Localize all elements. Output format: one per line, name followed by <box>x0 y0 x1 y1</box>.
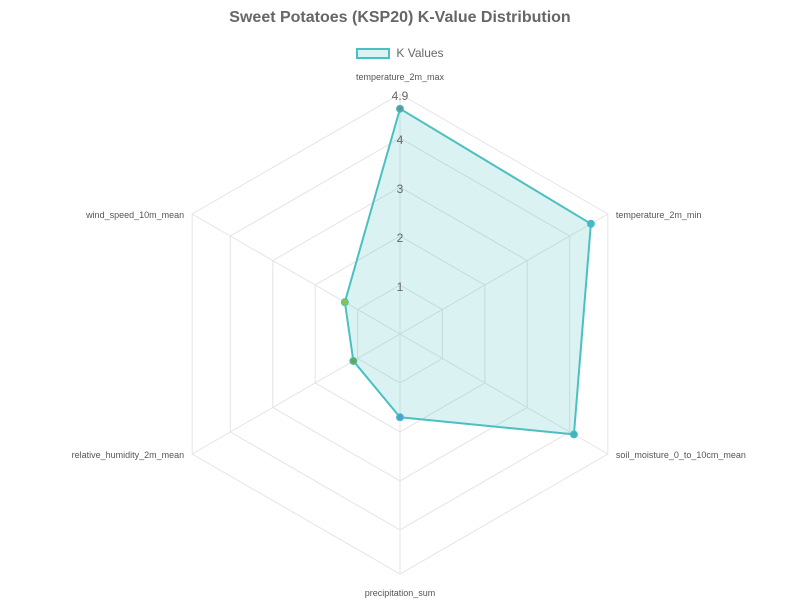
grid-spoke-6 <box>191 213 401 335</box>
tick-label: 4.9 <box>392 89 409 103</box>
axis-label-soil-moisture-0-to-10cm-mean: soil_moisture_0_to_10cm_mean <box>616 450 746 460</box>
grid-spoke-2 <box>399 213 609 335</box>
data-point-5 <box>349 356 358 365</box>
chart-title: Sweet Potatoes (KSP20) K-Value Distribut… <box>229 9 571 26</box>
axis-label-temperature-2m-min: temperature_2m_min <box>616 210 702 220</box>
data-point-1 <box>396 104 404 113</box>
data-point-2 <box>586 219 595 228</box>
axis-label-precipitation-sum: precipitation_sum <box>365 588 436 598</box>
axis-label-wind-speed-10m-mean: wind_speed_10m_mean <box>85 210 184 220</box>
data-point-4 <box>396 413 404 422</box>
tick-label: 3 <box>397 182 404 196</box>
data-point-6 <box>340 298 349 307</box>
tick-label: 4 <box>397 133 404 147</box>
legend-swatch <box>356 47 391 59</box>
axis-label-relative-humidity-2m-mean: relative_humidity_2m_mean <box>72 450 185 460</box>
grid-spoke-5 <box>191 333 401 455</box>
legend-label: K Values <box>396 46 444 60</box>
series-area <box>343 107 592 436</box>
axis-label-temperature-2m-max: temperature_2m_max <box>356 72 445 82</box>
tick-label: 1 <box>397 280 404 294</box>
legend[interactable]: K Values <box>0 46 800 60</box>
data-point-3 <box>569 430 578 439</box>
tick-label: 2 <box>397 231 404 245</box>
